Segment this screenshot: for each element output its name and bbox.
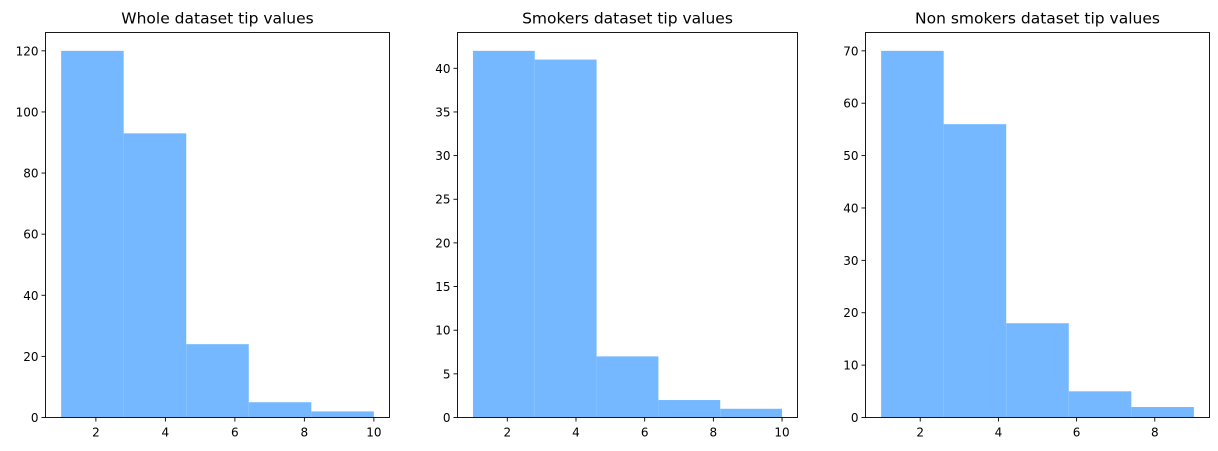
y-tick-label: 0 [31, 411, 39, 425]
y-tick-label: 20 [23, 350, 38, 364]
x-tick-label: 8 [301, 426, 309, 440]
chart-title: Non smokers dataset tip values [915, 10, 1160, 28]
axes-frame [457, 32, 798, 418]
histogram-bar [1131, 407, 1194, 418]
histogram-bar [1006, 323, 1069, 418]
x-tick-label: 2 [92, 426, 100, 440]
y-tick-label: 120 [16, 44, 39, 58]
y-tick-label: 5 [443, 367, 451, 381]
panel-non-smokers-dataset: 2 4 6 8 0 10 20 30 40 50 60 70 Non smokers dataset t… [843, 10, 1210, 440]
y-tick-label: 0 [851, 411, 859, 425]
x-tick-label: 6 [1073, 426, 1081, 440]
y-tick-label: 0 [443, 411, 451, 425]
histogram-bar [596, 356, 659, 418]
histogram-bar [881, 50, 944, 418]
y-tick-label: 40 [435, 62, 450, 76]
y-tick-label: 15 [435, 280, 450, 294]
y-tick-label: 20 [435, 236, 450, 250]
y-tick-label: 70 [843, 44, 858, 58]
y-tick-label: 10 [435, 324, 450, 338]
y-tick-label: 50 [843, 149, 858, 163]
histogram-bar [720, 408, 783, 418]
y-tick-label: 40 [843, 201, 858, 215]
histogram-bar [186, 344, 249, 418]
x-tick-label: 6 [641, 426, 649, 440]
x-tick-label: 8 [710, 426, 718, 440]
y-tick-label: 20 [843, 306, 858, 320]
histogram-bar [943, 124, 1007, 418]
y-tick-label: 100 [16, 105, 39, 119]
y-tick-label: 60 [23, 228, 38, 242]
axes-frame [45, 32, 390, 418]
y-tick-label: 40 [23, 289, 38, 303]
x-tick-label: 2 [916, 426, 924, 440]
histogram-bar [248, 402, 312, 418]
x-tick-label: 10 [366, 426, 381, 440]
histogram-bar [472, 50, 535, 418]
x-tick-label: 4 [162, 426, 170, 440]
y-tick-label: 10 [843, 359, 858, 373]
x-tick-label: 6 [231, 426, 239, 440]
x-tick-label: 2 [503, 426, 511, 440]
y-tick-label: 80 [23, 167, 38, 181]
histogram-bar [311, 411, 374, 418]
y-tick-label: 35 [435, 105, 450, 119]
histogram-bar [61, 50, 124, 418]
x-tick-label: 4 [572, 426, 580, 440]
x-tick-label: 10 [774, 426, 789, 440]
x-tick-label: 8 [1151, 426, 1159, 440]
chart-title: Smokers dataset tip values [522, 10, 733, 28]
histogram-bar [123, 133, 187, 418]
y-tick-label: 30 [843, 254, 858, 268]
panel-smokers-dataset: 2 4 6 8 10 0 5 10 15 20 25 30 35 40 Smokers dataset ti… [435, 10, 798, 440]
axes-frame [865, 32, 1210, 418]
y-tick-label: 60 [843, 97, 858, 111]
x-tick-label: 4 [995, 426, 1003, 440]
chart-title: Whole dataset tip values [121, 10, 314, 28]
histogram-bar [534, 59, 597, 418]
y-tick-label: 25 [435, 193, 450, 207]
y-tick-label: 30 [435, 149, 450, 163]
histogram-bar [1068, 391, 1132, 418]
histogram-bar [658, 400, 721, 418]
